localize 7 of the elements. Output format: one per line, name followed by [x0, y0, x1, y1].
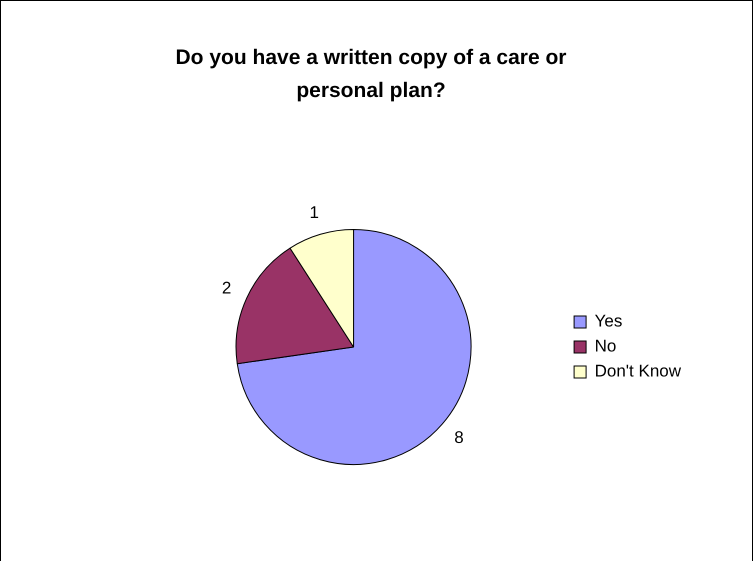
data-label: 8 — [454, 428, 464, 448]
data-label: 2 — [222, 278, 232, 298]
legend-label: No — [594, 336, 616, 356]
data-label: 1 — [310, 202, 319, 222]
legend-label: Don't Know — [594, 362, 682, 381]
chart-title: Do you have a written copy of a care or personal plan? — [174, 45, 568, 104]
legend-label: Yes — [594, 312, 622, 331]
